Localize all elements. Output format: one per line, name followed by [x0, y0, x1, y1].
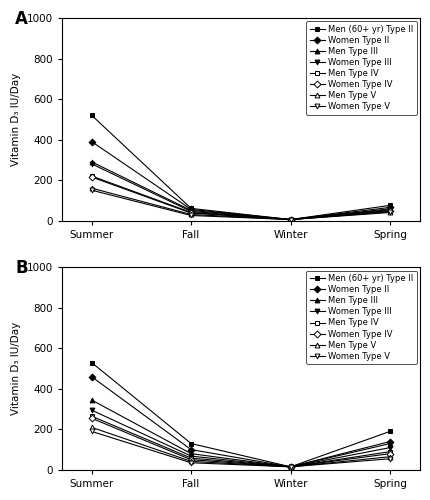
Men Type IV	[387, 208, 392, 214]
Line: Men Type III: Men Type III	[89, 398, 392, 469]
Women Type II	[188, 446, 193, 452]
Line: Men Type III: Men Type III	[89, 160, 392, 222]
Men Type IV	[89, 413, 94, 419]
Men Type III	[188, 450, 193, 456]
Women Type IV	[387, 208, 392, 214]
Men Type III	[287, 216, 292, 222]
Men (60+ yr) Type II	[188, 440, 193, 446]
Line: Women Type IV: Women Type IV	[89, 174, 392, 222]
Women Type V	[188, 460, 193, 466]
Men Type IV	[188, 455, 193, 461]
Men Type V	[89, 185, 94, 191]
Women Type III	[287, 464, 292, 470]
Men Type III	[387, 440, 392, 446]
Legend: Men (60+ yr) Type II, Women Type II, Men Type III, Women Type III, Men Type IV, : Men (60+ yr) Type II, Women Type II, Men…	[306, 22, 415, 114]
Women Type IV	[287, 216, 292, 222]
Men Type V	[387, 209, 392, 215]
Text: B: B	[15, 260, 28, 278]
Women Type IV	[387, 450, 392, 456]
Women Type V	[387, 456, 392, 462]
Men Type IV	[387, 448, 392, 454]
Line: Men Type IV: Men Type IV	[89, 174, 392, 222]
Line: Women Type III: Women Type III	[89, 408, 392, 470]
Women Type V	[89, 187, 94, 193]
Men Type IV	[287, 464, 292, 470]
Men Type IV	[188, 210, 193, 216]
Women Type II	[89, 138, 94, 144]
Men Type III	[287, 464, 292, 470]
Men Type V	[287, 216, 292, 222]
Line: Men Type V: Men Type V	[89, 425, 392, 470]
Women Type IV	[89, 174, 94, 180]
Men (60+ yr) Type II	[387, 428, 392, 434]
Men Type V	[387, 454, 392, 460]
Men Type III	[387, 206, 392, 212]
Women Type II	[387, 438, 392, 444]
Y-axis label: Vitamin D₃ IU/Day: Vitamin D₃ IU/Day	[11, 72, 21, 166]
Women Type III	[287, 216, 292, 222]
Line: Men Type IV: Men Type IV	[89, 414, 392, 470]
Women Type III	[188, 208, 193, 214]
Women Type III	[89, 407, 94, 413]
Men (60+ yr) Type II	[287, 464, 292, 470]
Men (60+ yr) Type II	[89, 112, 94, 118]
Text: A: A	[15, 10, 28, 28]
Women Type IV	[188, 210, 193, 216]
Men Type V	[188, 458, 193, 464]
Men Type IV	[89, 173, 94, 179]
Women Type IV	[188, 456, 193, 462]
Women Type V	[287, 216, 292, 222]
Line: Men (60+ yr) Type II: Men (60+ yr) Type II	[89, 360, 392, 470]
Men Type V	[89, 424, 94, 430]
Men (60+ yr) Type II	[387, 202, 392, 208]
Women Type II	[287, 464, 292, 470]
Women Type II	[387, 204, 392, 210]
Women Type II	[287, 216, 292, 222]
Women Type III	[387, 206, 392, 212]
Men Type III	[188, 208, 193, 214]
Women Type II	[89, 374, 94, 380]
Line: Women Type V: Women Type V	[89, 188, 392, 222]
Y-axis label: Vitamin D₃ IU/Day: Vitamin D₃ IU/Day	[11, 322, 21, 416]
Line: Men Type V: Men Type V	[89, 186, 392, 222]
Line: Women Type V: Women Type V	[89, 429, 392, 470]
Women Type II	[188, 206, 193, 212]
Women Type III	[387, 444, 392, 450]
Men (60+ yr) Type II	[287, 216, 292, 222]
Women Type III	[89, 161, 94, 167]
Men Type V	[287, 464, 292, 470]
Men Type III	[89, 159, 94, 165]
Legend: Men (60+ yr) Type II, Women Type II, Men Type III, Women Type III, Men Type IV, : Men (60+ yr) Type II, Women Type II, Men…	[306, 271, 415, 364]
Women Type V	[188, 212, 193, 218]
Men Type III	[89, 397, 94, 403]
Men (60+ yr) Type II	[188, 206, 193, 212]
Men (60+ yr) Type II	[89, 360, 94, 366]
Line: Women Type III: Women Type III	[89, 162, 392, 222]
Line: Women Type IV: Women Type IV	[89, 416, 392, 470]
Men Type V	[188, 212, 193, 218]
Line: Men (60+ yr) Type II: Men (60+ yr) Type II	[89, 113, 392, 222]
Line: Women Type II: Women Type II	[89, 139, 392, 222]
Women Type IV	[89, 415, 94, 421]
Women Type III	[188, 453, 193, 459]
Women Type V	[387, 210, 392, 216]
Women Type V	[287, 464, 292, 470]
Line: Women Type II: Women Type II	[89, 374, 392, 470]
Women Type V	[89, 428, 94, 434]
Men Type IV	[287, 216, 292, 222]
Women Type IV	[287, 464, 292, 470]
